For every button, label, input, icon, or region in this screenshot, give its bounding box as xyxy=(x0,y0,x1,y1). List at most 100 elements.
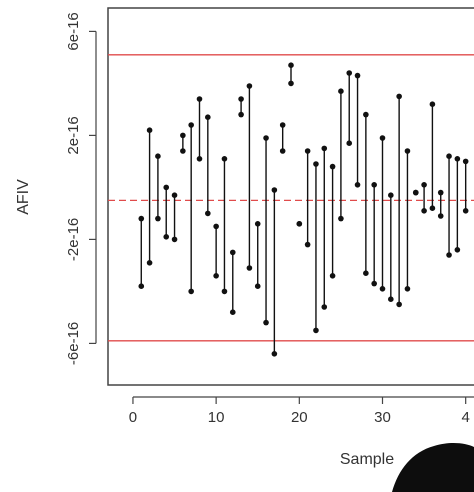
interval-upper-point xyxy=(429,101,436,107)
interval-21 xyxy=(304,148,311,248)
interval-1 xyxy=(138,215,145,290)
interval-lower-point xyxy=(188,288,194,295)
interval-lower-point xyxy=(329,273,336,279)
x-tick-label: 20 xyxy=(291,409,308,426)
interval-lower-point xyxy=(263,319,269,326)
interval-15 xyxy=(254,221,261,290)
interval-upper-point xyxy=(346,70,353,76)
interval-upper-point xyxy=(155,153,161,159)
interval-lower-point xyxy=(462,208,469,214)
interval-lower-point xyxy=(371,280,377,287)
interval-upper-point xyxy=(313,161,319,167)
interval-35 xyxy=(421,182,427,214)
interval-31 xyxy=(388,192,394,303)
interval-25 xyxy=(338,88,344,222)
interval-lower-point xyxy=(321,304,328,310)
interval-8 xyxy=(196,96,203,162)
interval-lower-point xyxy=(138,283,145,290)
interval-upper-point xyxy=(254,221,261,227)
y-axis-title: AFIV xyxy=(15,179,32,215)
interval-lower-point xyxy=(146,260,153,266)
interval-lower-point xyxy=(205,210,211,217)
interval-upper-point xyxy=(246,83,253,89)
interval-18 xyxy=(279,122,286,154)
plot-frame xyxy=(107,7,474,386)
interval-33 xyxy=(404,148,411,292)
interval-17 xyxy=(271,187,278,357)
interval-upper-point xyxy=(146,127,153,133)
interval-lower-point xyxy=(279,148,286,154)
interval-37 xyxy=(437,189,444,219)
interval-upper-point xyxy=(446,153,452,159)
interval-lower-point xyxy=(246,265,253,271)
interval-lower-point xyxy=(388,296,394,303)
interval-lower-point xyxy=(437,213,444,219)
interval-36 xyxy=(429,101,436,211)
interval-upper-point xyxy=(421,182,427,188)
interval-14 xyxy=(246,83,253,271)
interval-lower-point xyxy=(271,351,278,357)
interval-lower-point xyxy=(171,236,178,243)
interval-lower-point xyxy=(354,182,361,188)
x-tick-label: 4 xyxy=(462,409,470,426)
interval-30 xyxy=(379,135,386,292)
interval-lower-point xyxy=(396,301,402,308)
interval-lower-point xyxy=(296,221,303,227)
interval-lower-point xyxy=(363,270,369,277)
interval-upper-point xyxy=(138,215,145,222)
x-tick-label: 30 xyxy=(374,409,391,426)
interval-27 xyxy=(354,72,361,188)
interval-26 xyxy=(346,70,353,146)
x-tick-label: 0 xyxy=(129,409,137,426)
interval-29 xyxy=(371,182,377,287)
interval-39 xyxy=(454,156,461,253)
interval-28 xyxy=(363,111,369,277)
interval-12 xyxy=(229,249,236,316)
interval-22 xyxy=(313,161,319,334)
interval-upper-point xyxy=(354,72,361,79)
interval-2 xyxy=(146,127,153,266)
interval-lower-point xyxy=(346,140,353,146)
interval-lower-point xyxy=(221,288,228,295)
interval-lower-point xyxy=(421,208,427,214)
interval-upper-point xyxy=(171,192,178,198)
interval-lower-point xyxy=(254,283,261,290)
interval-upper-point xyxy=(388,192,394,198)
interval-20 xyxy=(296,221,303,227)
interval-upper-point xyxy=(437,189,444,196)
axes: 0 10 20 30 4 -6e-16 -2e-16 2e-16 6e-16 xyxy=(65,12,474,426)
interval-24 xyxy=(329,163,336,279)
plot-area xyxy=(107,7,474,386)
interval-lower-point xyxy=(313,327,319,334)
interval-7 xyxy=(188,122,194,295)
interval-38 xyxy=(446,153,452,258)
interval-upper-point xyxy=(279,122,286,128)
interval-upper-point xyxy=(321,145,328,152)
interval-32 xyxy=(396,93,402,308)
interval-upper-point xyxy=(196,96,203,102)
interval-13 xyxy=(238,96,244,118)
interval-upper-point xyxy=(221,156,228,162)
interval-upper-point xyxy=(338,88,344,94)
interval-lower-point xyxy=(404,286,411,292)
interval-upper-point xyxy=(454,156,461,162)
interval-4 xyxy=(163,184,170,240)
interval-upper-point xyxy=(304,148,311,154)
interval-upper-point xyxy=(213,223,219,230)
interval-6 xyxy=(180,132,186,154)
interval-40 xyxy=(462,158,469,214)
interval-upper-point xyxy=(163,184,170,191)
interval-upper-point xyxy=(396,93,402,100)
interval-lower-point xyxy=(229,309,236,316)
interval-lower-point xyxy=(213,273,219,279)
x-axis-title: Sample xyxy=(340,451,394,468)
interval-lower-point xyxy=(180,148,186,154)
interval-upper-point xyxy=(379,135,386,141)
interval-lower-point xyxy=(304,241,311,248)
interval-upper-point xyxy=(371,182,377,188)
interval-3 xyxy=(155,153,161,222)
interval-5 xyxy=(171,192,178,243)
interval-lower-point xyxy=(379,286,386,292)
interval-lower-point xyxy=(163,234,170,240)
